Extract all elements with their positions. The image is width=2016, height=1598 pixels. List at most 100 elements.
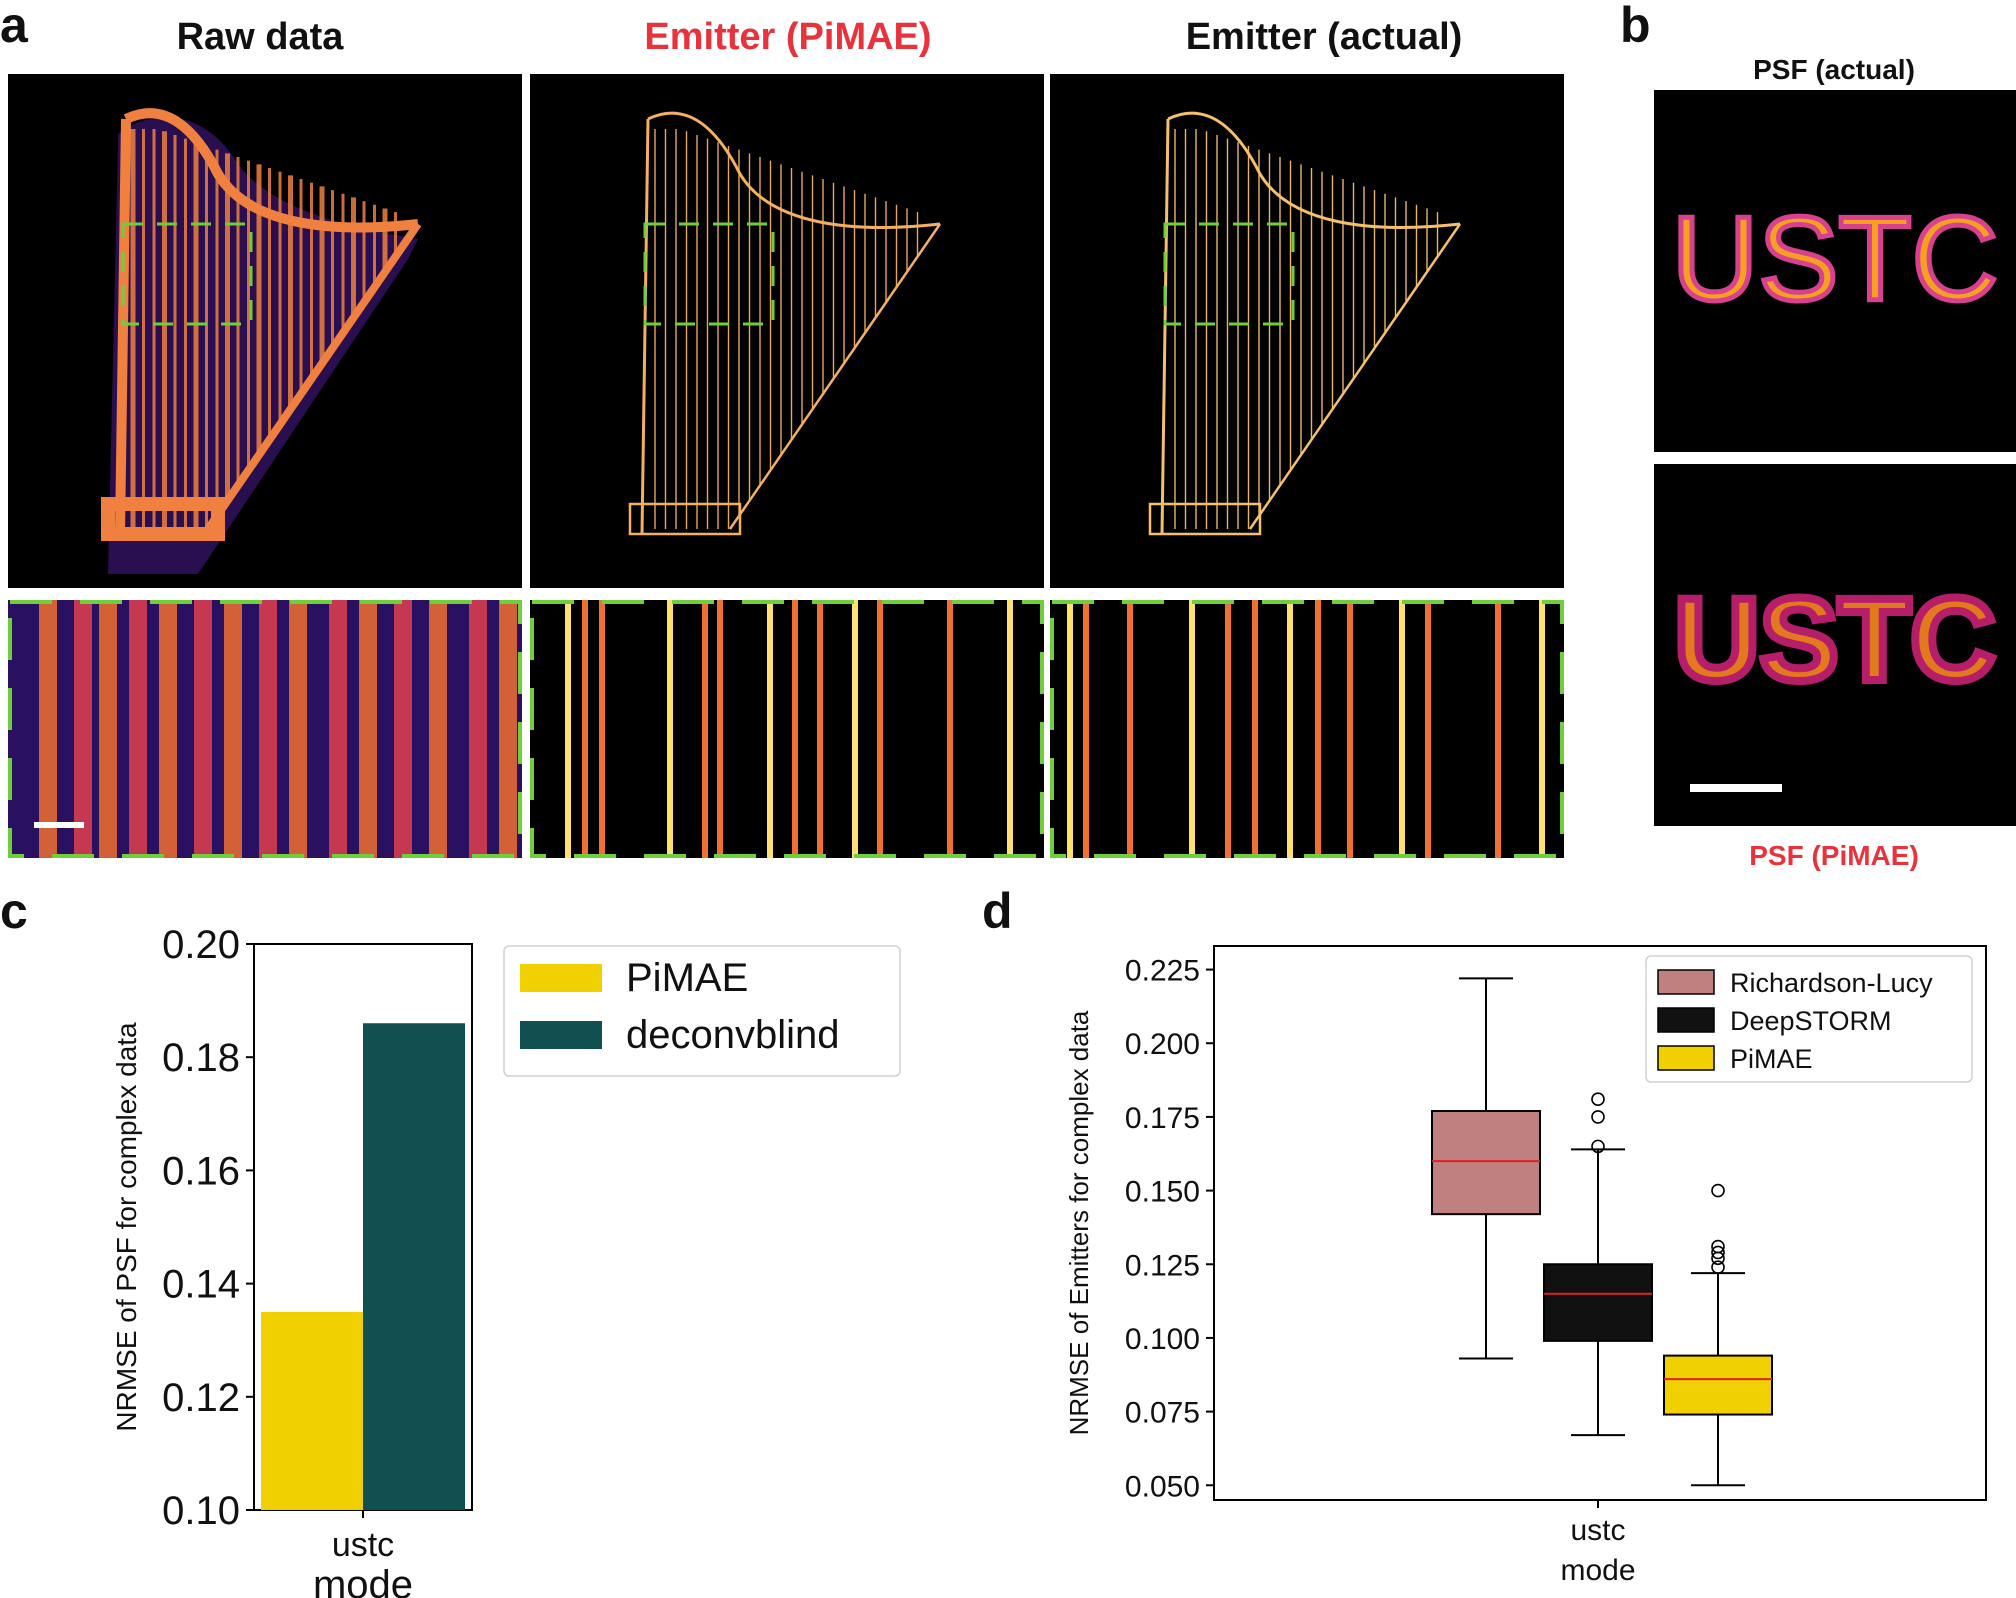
zoom-stripe bbox=[194, 600, 212, 858]
y-tick-label: 0.125 bbox=[1125, 1249, 1200, 1282]
legend-label-PiMAE: PiMAE bbox=[1730, 1044, 1813, 1074]
plot-area-frame bbox=[1213, 945, 1987, 1501]
harp-neck bbox=[647, 111, 941, 229]
y-tick-label: 0.075 bbox=[1125, 1397, 1200, 1430]
zoom-stripe bbox=[1083, 600, 1089, 858]
harp-base bbox=[1148, 502, 1262, 536]
box-chart-d: 0.050 0.075 0.100 0.125 0.150 0.175 0.200 0.225… bbox=[1064, 945, 1987, 1587]
y-tick-label: 0.20 bbox=[162, 923, 240, 967]
y-tick-label: 0.14 bbox=[162, 1263, 240, 1307]
psf-actual-image: USTC bbox=[1654, 90, 2016, 452]
psf-scale-bar bbox=[1690, 784, 1782, 792]
zoom-stripe bbox=[1127, 600, 1133, 858]
zoom-stripe bbox=[359, 600, 377, 858]
zoom-region-box bbox=[121, 222, 253, 326]
zoom-stripe bbox=[1287, 600, 1293, 858]
raw-data-image bbox=[8, 74, 522, 588]
zoom-stripe bbox=[702, 600, 708, 858]
zoom-stripe bbox=[1067, 600, 1073, 858]
y-tick-label: 0.225 bbox=[1125, 955, 1200, 988]
zoom-stripe bbox=[429, 600, 447, 858]
bar-PiMAE bbox=[261, 1311, 363, 1510]
zoom-stripe bbox=[1315, 600, 1321, 858]
zoom-stripe bbox=[767, 600, 773, 858]
zoom-stripe bbox=[74, 600, 92, 858]
bar-deconvblind bbox=[363, 1023, 465, 1510]
x-tick-label: ustc bbox=[1570, 1514, 1625, 1547]
zoom-stripe bbox=[329, 600, 347, 858]
emitter-pimae-title: Emitter (PiMAE) bbox=[644, 16, 932, 58]
legend-box bbox=[1645, 955, 1973, 1083]
zoom-region-box bbox=[643, 222, 775, 326]
zoom-stripe bbox=[1495, 600, 1501, 858]
emitter-pimae-image bbox=[530, 74, 1044, 588]
psf-actual-text: USTC bbox=[1672, 192, 1999, 326]
zoom-stripe bbox=[159, 600, 177, 858]
zoom-stripe bbox=[1007, 600, 1013, 858]
zoom-stripe bbox=[39, 600, 57, 858]
harp-pillar bbox=[115, 118, 131, 535]
zoom-stripe bbox=[947, 600, 953, 858]
panel-d-letter: d bbox=[982, 883, 1013, 939]
zoom-stripe bbox=[667, 600, 673, 858]
outlier-PiMAE bbox=[1711, 1183, 1725, 1198]
harp-soundboard bbox=[1248, 223, 1462, 530]
panel-c-letter: c bbox=[0, 883, 28, 939]
x-axis-label: mode bbox=[313, 1563, 413, 1598]
zoom-stripe bbox=[394, 600, 412, 858]
y-axis-label: NRMSE of Emitters for complex data bbox=[1064, 1010, 1094, 1435]
y-tick-label: 0.12 bbox=[162, 1376, 240, 1420]
harp-pillar bbox=[640, 118, 650, 535]
psf-pimae-label: PSF (PiMAE) bbox=[1749, 840, 1919, 871]
emitter-actual-title: Emitter (actual) bbox=[1185, 16, 1463, 58]
zoom-stripe bbox=[129, 600, 147, 858]
harp-neck bbox=[123, 108, 419, 233]
psf-pimae-image: USTC bbox=[1654, 464, 2016, 826]
y-tick-label: 0.200 bbox=[1125, 1028, 1200, 1061]
outlier-PiMAE bbox=[1711, 1245, 1725, 1260]
zoom-stripe bbox=[99, 600, 117, 858]
zoom-border bbox=[8, 600, 522, 858]
zoom-stripe bbox=[1399, 600, 1405, 858]
legend-label-DeepSTORM: DeepSTORM bbox=[1730, 1006, 1892, 1036]
box-Richardson-Lucy bbox=[1431, 1110, 1541, 1216]
legend-label-PiMAE: PiMAE bbox=[626, 956, 748, 1000]
zoom-stripe bbox=[852, 600, 858, 858]
legend-box bbox=[503, 945, 901, 1077]
legend-swatch-deconvblind bbox=[520, 1021, 602, 1049]
zoom-stripe bbox=[469, 600, 487, 858]
panel-b-letter: b bbox=[1620, 0, 1651, 53]
y-tick-label: 0.150 bbox=[1125, 1176, 1200, 1209]
y-tick-label: 0.050 bbox=[1125, 1470, 1200, 1503]
zoom-stripe bbox=[565, 600, 571, 858]
zoom-stripe bbox=[877, 600, 883, 858]
zoom-scale-bar bbox=[34, 822, 84, 828]
y-tick-label: 0.10 bbox=[162, 1489, 240, 1533]
legend-swatch-PiMAE bbox=[520, 964, 602, 992]
zoom-stripe bbox=[1347, 600, 1353, 858]
psf-pimae-text: USTC bbox=[1674, 574, 1995, 706]
legend-label-Richardson-Lucy: Richardson-Lucy bbox=[1730, 968, 1933, 998]
psf-actual-label: PSF (actual) bbox=[1753, 54, 1915, 85]
zoom-stripe bbox=[1225, 600, 1231, 858]
outlier-PiMAE bbox=[1711, 1260, 1725, 1275]
emitter-actual-zoom bbox=[1050, 600, 1564, 858]
harp-base bbox=[628, 502, 742, 536]
box-PiMAE bbox=[1663, 1354, 1773, 1416]
zoom-region-box bbox=[1163, 222, 1295, 326]
zoom-stripe bbox=[582, 600, 588, 858]
raw-data-zoom bbox=[8, 600, 522, 858]
box-DeepSTORM bbox=[1543, 1263, 1653, 1342]
zoom-stripe bbox=[1425, 600, 1431, 858]
zoom-border bbox=[530, 600, 1044, 858]
legend-swatch-DeepSTORM bbox=[1657, 1007, 1715, 1033]
panel-a-letter: a bbox=[0, 0, 28, 53]
zoom-stripe bbox=[289, 600, 307, 858]
zoom-stripe bbox=[499, 600, 517, 858]
zoom-stripe bbox=[259, 600, 277, 858]
zoom-stripe bbox=[224, 600, 242, 858]
zoom-stripe bbox=[1189, 600, 1195, 858]
legend-label-deconvblind: deconvblind bbox=[626, 1013, 840, 1057]
raw-data-title: Raw data bbox=[176, 16, 344, 58]
